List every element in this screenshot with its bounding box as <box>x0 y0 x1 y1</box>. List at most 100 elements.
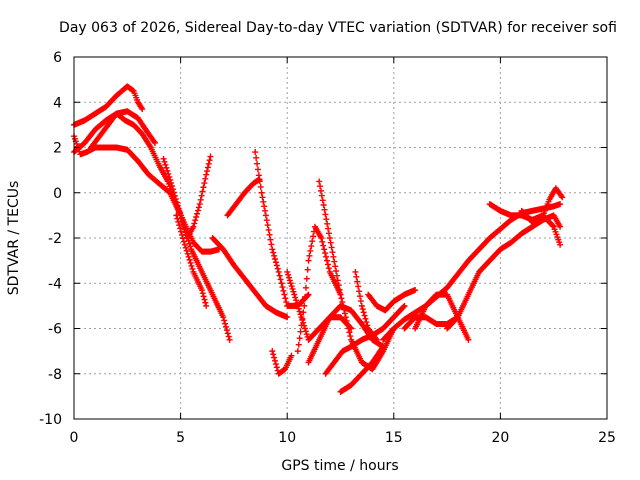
data-point <box>285 271 292 278</box>
data-point <box>557 223 564 230</box>
data-point <box>203 171 210 178</box>
series-trace-17 <box>337 343 387 395</box>
y-tick-label: 2 <box>53 141 62 157</box>
data-point <box>336 286 343 293</box>
data-point <box>184 250 191 257</box>
data-point <box>337 291 344 298</box>
data-point <box>182 244 189 251</box>
data-point <box>168 179 175 186</box>
data-point <box>271 354 278 361</box>
data-point <box>263 217 270 224</box>
data-point <box>165 170 172 177</box>
data-point <box>309 238 316 245</box>
data-point <box>294 302 301 309</box>
data-point <box>200 184 207 191</box>
data-point <box>264 222 271 229</box>
data-point <box>223 327 230 334</box>
data-point <box>187 243 194 250</box>
data-point <box>319 197 326 204</box>
data-point <box>269 246 276 253</box>
data-point <box>151 138 158 145</box>
data-point <box>201 296 208 303</box>
data-point <box>198 192 205 199</box>
data-point <box>329 249 336 256</box>
data-point <box>271 252 278 259</box>
data-point <box>207 153 214 160</box>
data-point <box>334 277 341 284</box>
data-point <box>380 343 387 350</box>
data-point <box>174 202 181 209</box>
data-point <box>169 182 176 189</box>
data-point <box>324 261 331 268</box>
grid <box>74 57 607 419</box>
data-point <box>304 266 311 273</box>
data-point <box>322 250 329 257</box>
data-point <box>324 220 331 227</box>
series-trace-10 <box>252 149 312 309</box>
data-point <box>355 283 362 290</box>
data-point <box>338 295 345 302</box>
data-point <box>152 139 159 146</box>
data-point <box>181 223 188 230</box>
data-point <box>175 218 182 225</box>
data-point <box>252 149 259 156</box>
data-point <box>163 164 170 171</box>
data-point <box>400 303 407 310</box>
data-point <box>293 300 300 307</box>
data-point <box>401 302 408 309</box>
data-point <box>224 330 231 337</box>
data-point <box>557 241 564 248</box>
data-point <box>195 204 202 211</box>
data-point <box>325 265 332 272</box>
data-point <box>320 242 327 249</box>
data-point <box>186 256 193 263</box>
data-point <box>412 287 419 294</box>
data-point <box>277 276 284 283</box>
data-point <box>187 259 194 266</box>
data-point <box>295 305 302 312</box>
data-point <box>226 336 233 343</box>
data-point <box>326 235 333 241</box>
data-point <box>333 272 340 279</box>
data-point <box>339 299 346 306</box>
data-point <box>284 314 291 321</box>
data-point <box>318 235 325 241</box>
data-point <box>357 298 364 305</box>
series-trace-22 <box>412 291 472 343</box>
data-point <box>268 241 275 248</box>
data-point <box>185 253 192 260</box>
data-point <box>272 259 279 266</box>
data-point <box>198 287 205 294</box>
data-point <box>319 238 326 245</box>
data-point <box>318 192 325 199</box>
data-point <box>332 263 339 270</box>
data-point <box>345 325 352 332</box>
data-point <box>559 194 566 201</box>
data-point <box>284 268 291 275</box>
data-point <box>273 364 280 371</box>
data-point <box>362 315 369 322</box>
data-point <box>301 302 308 309</box>
data-point <box>179 231 186 238</box>
data-point <box>273 262 280 269</box>
data-point <box>191 220 198 227</box>
data-point <box>321 206 328 213</box>
data-point <box>333 267 340 274</box>
series-trace-8 <box>209 235 291 321</box>
data-point <box>356 293 363 300</box>
data-point <box>170 186 177 193</box>
y-tick-label: -8 <box>48 367 62 383</box>
chart-title: Day 063 of 2026, Sidereal Day-to-day VTE… <box>59 20 617 36</box>
data-point <box>269 348 276 355</box>
data-point <box>189 265 196 272</box>
y-tick-label: 4 <box>53 95 62 111</box>
data-point <box>272 357 279 364</box>
data-point <box>307 247 314 254</box>
series-trace-11 <box>269 348 295 377</box>
x-tick-label: 25 <box>598 430 616 446</box>
data-point <box>194 207 201 214</box>
data-point <box>183 247 190 254</box>
data-point <box>270 351 277 358</box>
y-tick-label: 0 <box>53 186 62 202</box>
